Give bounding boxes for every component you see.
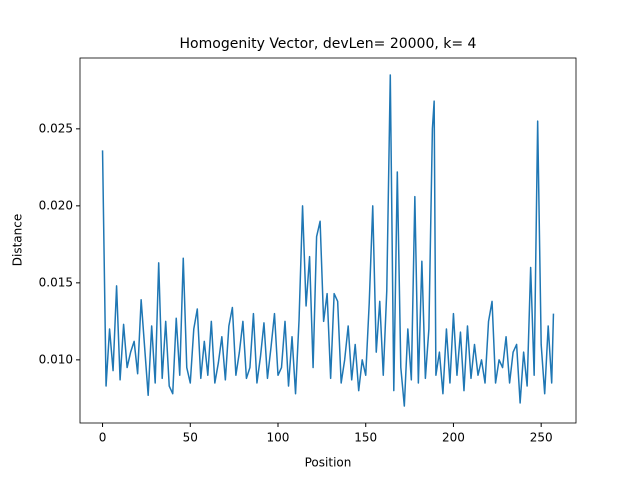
- x-axis-label: Position: [305, 456, 352, 470]
- x-tick-label: 150: [354, 431, 377, 445]
- plot-frame: [79, 57, 577, 424]
- y-tick-label: 0.015: [39, 275, 73, 289]
- x-tick-label: 250: [530, 431, 553, 445]
- y-axis-label: Distance: [11, 214, 25, 266]
- y-tick-label: 0.020: [39, 198, 73, 212]
- x-tick-label: 0: [99, 431, 107, 445]
- x-tick-label: 100: [267, 431, 290, 445]
- data-line: [101, 74, 555, 407]
- y-tick-label: 0.010: [39, 352, 73, 366]
- x-tick-label: 50: [183, 431, 198, 445]
- x-tick-label: 200: [442, 431, 465, 445]
- chart-title: Homogenity Vector, devLen= 20000, k= 4: [180, 36, 477, 52]
- y-tick-label: 0.025: [39, 121, 73, 135]
